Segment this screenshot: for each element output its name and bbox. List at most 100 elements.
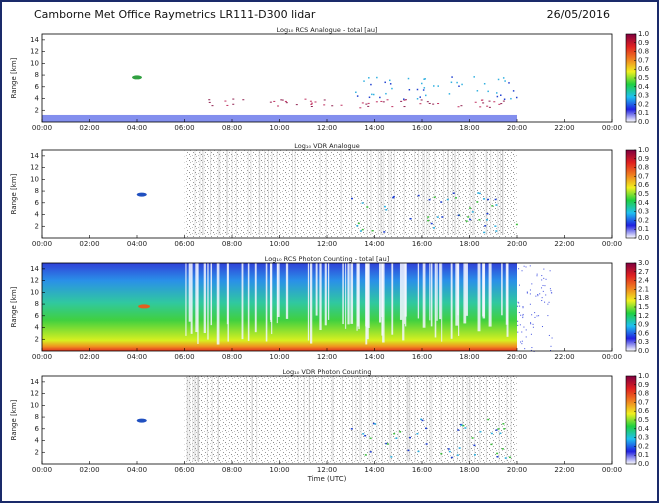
raster-speck [208,101,211,103]
raster [42,75,518,122]
raster-speck [403,98,405,100]
raster-streak [328,263,330,320]
raster-speck [500,94,502,96]
panel-title: Log₁₀ VDR Photon Counting [282,368,371,376]
raster-speck [486,105,489,107]
x-tick-label: 06:00 [174,124,194,132]
raster-speck [456,81,458,84]
raster-streak [235,150,237,236]
raster-speck [487,198,490,201]
raster-speck [427,219,430,222]
raster-streak [226,150,228,236]
raster-streak [452,376,454,462]
raster-streak [226,263,229,325]
raster-streak [472,150,474,236]
raster-streak [423,150,425,236]
raster-speck [545,278,547,280]
colorbar-tick-label: 0.0 [638,118,649,126]
colorbar-tick-label: 2.7 [638,268,649,276]
raster-streak [434,263,437,338]
raster-streak [469,376,471,462]
x-tick-label: 14:00 [364,124,384,132]
raster-speck [457,429,460,431]
raster-streak [203,150,205,236]
raster-speck [541,326,543,328]
raster-speck [542,290,544,292]
raster-streak [404,263,407,317]
x-tick-label: 12:00 [317,124,337,132]
x-tick-label: 14:00 [364,466,384,474]
x-tick-label: 02:00 [79,124,99,132]
raster-speck [280,99,283,101]
x-tick-label: 22:00 [554,240,574,248]
raster-speck [295,104,298,106]
raster-speck [483,231,486,234]
colorbar-tick-label: 0.7 [638,172,649,180]
raster-streak [499,150,501,236]
x-tick-label: 16:00 [412,353,432,361]
raster-speck [537,295,539,297]
raster-streak [454,150,456,236]
colorbar-tick-label: 0.4 [638,425,650,433]
raster-streak [202,150,204,236]
raster-streak [199,150,201,236]
x-tick-label: 12:00 [317,240,337,248]
raster-speck [515,96,518,99]
raster-streak [216,263,220,345]
y-tick-label: 8 [35,187,39,195]
raster-streak [457,263,459,316]
raster-streak [366,150,368,236]
x-tick-label: 18:00 [459,240,479,248]
raster-speck [277,105,280,107]
raster-streak [429,263,431,321]
raster-speck [503,428,506,430]
colorbar-tick-label: 0.5 [638,416,649,424]
colorbar-tick-label: 1.0 [638,146,649,154]
raster-streak [456,376,458,462]
raster-speck [423,78,425,80]
raster-speck [510,97,512,100]
raster-speck [408,436,411,439]
raster-speck [479,430,482,433]
raster-speck [385,442,388,445]
raster-streak [393,150,395,236]
page-date: 26/05/2016 [547,8,610,21]
raster-speck [550,350,552,352]
raster-streak [241,263,244,340]
raster-speck [437,103,440,105]
raster-streak [378,263,382,323]
raster-speck [493,101,496,103]
raster-speck [314,101,317,103]
raster-speck [242,99,245,101]
raster-streak [376,376,378,462]
colorbar-tick-label: 0.3 [638,208,649,216]
raster-streak [501,263,503,316]
raster-speck [508,456,511,459]
raster-streak [486,150,488,236]
raster-speck [433,196,436,199]
colorbar-tick-label: 0.5 [638,74,649,82]
raster-speck [521,343,523,345]
raster-speck [532,323,534,325]
colorbar-tick-label: 2.1 [638,285,649,293]
raster-speck [420,418,423,421]
raster-streak [259,150,261,236]
raster-streak [218,376,220,462]
raster-speck [359,107,362,109]
raster-streak [391,263,394,335]
x-tick-label: 10:00 [269,466,289,474]
raster-speck [284,100,287,102]
raster-speck [483,83,486,85]
raster-streak [247,263,250,341]
raster-streak [195,263,198,333]
raster-speck [521,270,523,272]
raster-streak [462,376,464,462]
raster-speck [407,449,410,452]
raster-speck [525,329,527,331]
x-tick-label: 18:00 [459,124,479,132]
raster-speck [323,99,326,101]
raster-streak [206,376,208,462]
raster-streak [332,376,334,462]
raster-speck [471,211,474,213]
y-tick-label: 12 [30,48,39,56]
